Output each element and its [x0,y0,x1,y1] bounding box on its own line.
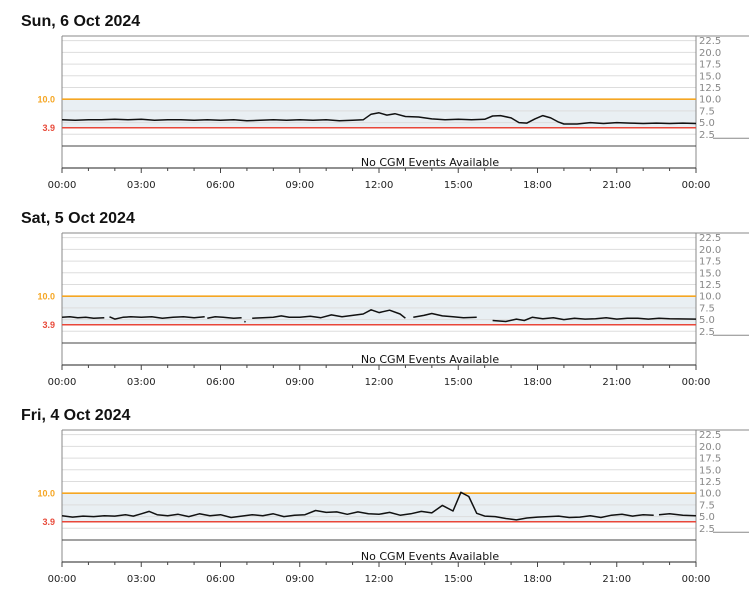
glucose-chart: 2.55.07.510.012.515.017.520.022.510.03.9… [0,231,749,401]
y-tick-label: 5.0 [699,315,715,326]
x-tick-label: 12:00 [365,574,394,585]
y-tick-label: 20.0 [699,48,721,59]
x-tick-label: 18:00 [523,574,552,585]
y-tick-label: 15.0 [699,71,721,82]
y-tick-label: 5.0 [699,512,715,523]
target-range-band [62,296,696,325]
x-tick-label: 21:00 [602,180,631,191]
y-tick-label: 10.0 [699,489,721,500]
x-tick-label: 00:00 [682,377,711,388]
glucose-chart: 2.55.07.510.012.515.017.520.022.510.03.9… [0,34,749,204]
y-tick-label: 2.5 [699,130,715,141]
y-tick-label: 2.5 [699,524,715,535]
x-tick-label: 03:00 [127,180,156,191]
x-tick-label: 00:00 [48,180,77,191]
y-tick-label: 15.0 [699,465,721,476]
x-tick-label: 18:00 [523,180,552,191]
y-tick-label: 12.5 [699,83,721,94]
y-tick-label: 17.5 [699,454,721,465]
x-tick-label: 15:00 [444,377,473,388]
low-threshold-label: 3.9 [42,320,55,330]
x-tick-label: 09:00 [285,180,314,191]
x-tick-label: 12:00 [365,377,394,388]
x-tick-label: 21:00 [602,377,631,388]
high-threshold-label: 10.0 [37,292,55,302]
y-tick-label: 22.5 [699,233,721,244]
y-tick-label: 22.5 [699,430,721,441]
x-tick-label: 09:00 [285,377,314,388]
x-tick-label: 03:00 [127,377,156,388]
high-threshold-label: 10.0 [37,489,55,499]
y-tick-label: 10.0 [699,95,721,106]
high-threshold-label: 10.0 [37,95,55,105]
y-tick-label: 12.5 [699,280,721,291]
y-tick-label: 12.5 [699,477,721,488]
low-threshold-label: 3.9 [42,123,55,133]
x-tick-label: 12:00 [365,180,394,191]
y-tick-label: 17.5 [699,60,721,71]
y-tick-label: 15.0 [699,268,721,279]
no-events-text: No CGM Events Available [361,353,499,366]
x-tick-label: 00:00 [48,574,77,585]
day-title: Fri, 4 Oct 2024 [21,406,130,426]
x-tick-label: 03:00 [127,574,156,585]
y-tick-label: 7.5 [699,303,715,314]
y-tick-label: 17.5 [699,257,721,268]
x-tick-label: 15:00 [444,180,473,191]
y-tick-label: 7.5 [699,500,715,511]
y-tick-label: 20.0 [699,245,721,256]
day-title: Sat, 5 Oct 2024 [21,209,135,229]
no-events-text: No CGM Events Available [361,550,499,563]
x-tick-label: 06:00 [206,574,235,585]
y-tick-label: 7.5 [699,106,715,117]
low-threshold-label: 3.9 [42,517,55,527]
x-tick-label: 06:00 [206,180,235,191]
x-tick-label: 15:00 [444,574,473,585]
day-title: Sun, 6 Oct 2024 [21,12,140,32]
x-tick-label: 00:00 [682,180,711,191]
x-tick-label: 18:00 [523,377,552,388]
y-tick-label: 20.0 [699,442,721,453]
x-tick-label: 21:00 [602,574,631,585]
x-tick-label: 00:00 [682,574,711,585]
x-tick-label: 09:00 [285,574,314,585]
y-tick-label: 10.0 [699,292,721,303]
y-tick-label: 22.5 [699,36,721,47]
glucose-chart: 2.55.07.510.012.515.017.520.022.510.03.9… [0,428,749,598]
x-tick-label: 06:00 [206,377,235,388]
no-events-text: No CGM Events Available [361,156,499,169]
y-tick-label: 5.0 [699,118,715,129]
y-tick-label: 2.5 [699,327,715,338]
x-tick-label: 00:00 [48,377,77,388]
